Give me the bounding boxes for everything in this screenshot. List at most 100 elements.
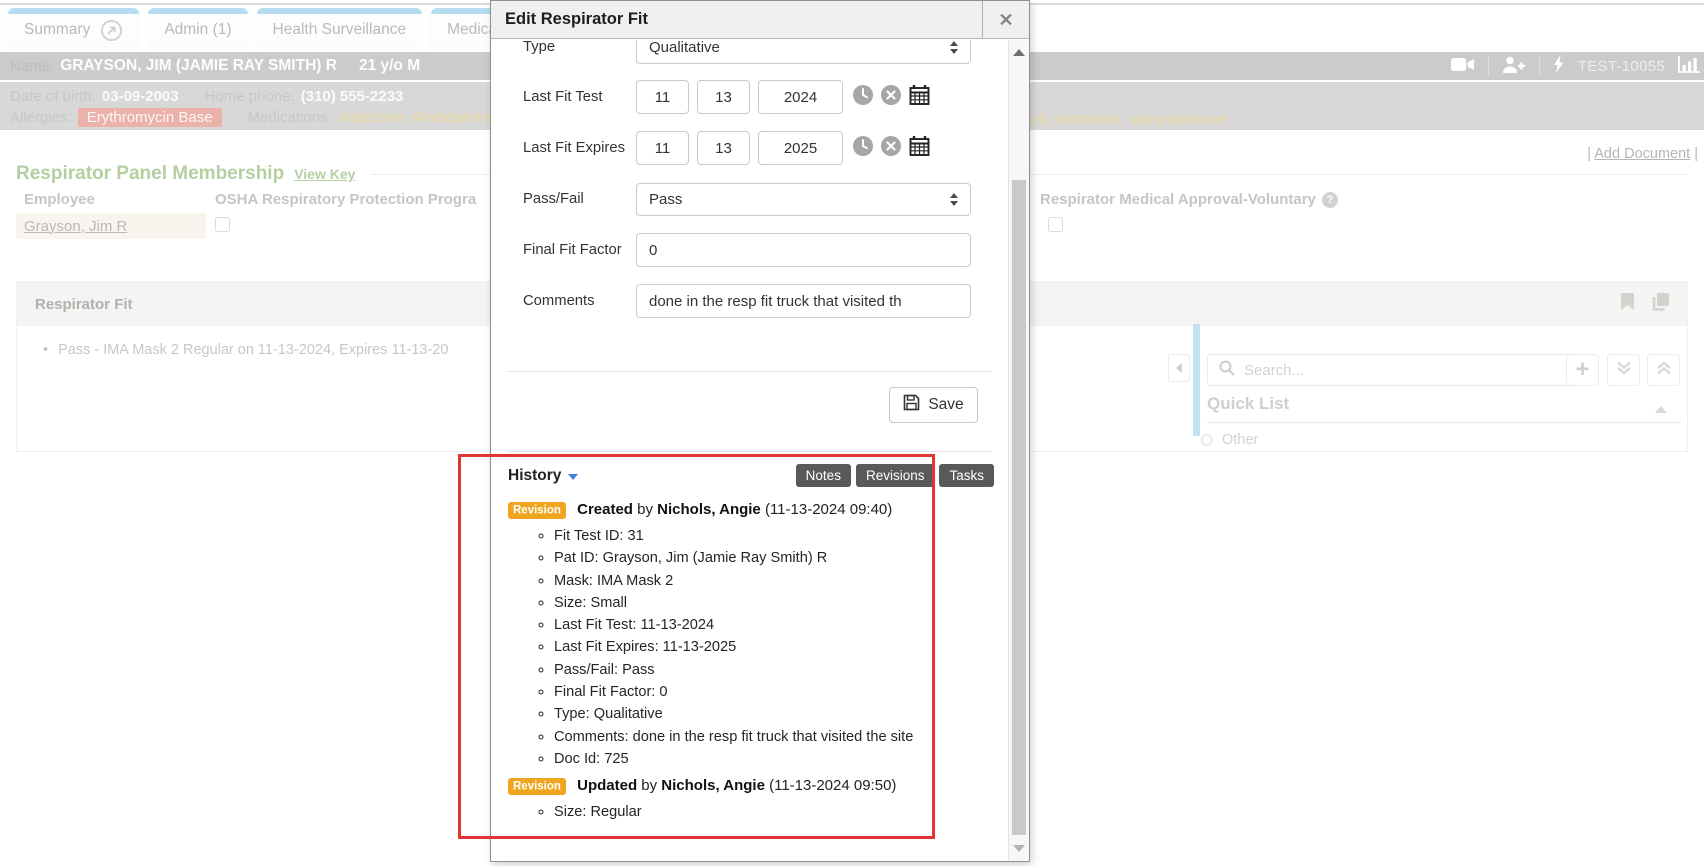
fit-summary-item: • Pass - IMA Mask 2 Regular on 11-13-202… (43, 342, 1687, 358)
help-icon[interactable]: ? (1321, 191, 1338, 208)
select-spinner-icon (950, 192, 958, 206)
tab-health-surveillance-label: Health Surveillance (272, 21, 407, 38)
quick-list-item-label: Other (1222, 432, 1259, 448)
bullet-marker: • (43, 342, 49, 358)
clear-date-icon[interactable] (880, 84, 902, 111)
view-key-link[interactable]: View Key (294, 166, 356, 182)
copy-pages-icon[interactable] (1652, 292, 1669, 316)
dialog-scrollbar[interactable] (1008, 40, 1029, 861)
fit-summary-text: Pass - IMA Mask 2 Regular on 11-13-2024,… (58, 342, 449, 358)
comments-label: Comments (523, 293, 595, 309)
add-person-icon[interactable] (1502, 56, 1526, 77)
pass-fail-select[interactable]: Pass (636, 182, 971, 216)
medications-label: Medications: (247, 109, 332, 126)
last-fit-expires-day-input[interactable]: 13 (697, 131, 750, 165)
scroll-up-icon[interactable] (1013, 49, 1025, 56)
medical-approval-checkbox[interactable] (1048, 217, 1063, 232)
double-chevron-down-icon (1616, 361, 1632, 380)
calendar-icon[interactable] (908, 135, 931, 162)
dialog-body: Type Qualitative Last Fit Test 11 13 202… (491, 40, 1008, 861)
caret-left-icon (1176, 363, 1182, 373)
revision-user: Nichols, Angie (661, 777, 765, 795)
patient-name: GRAYSON, JIM (JAMIE RAY SMITH) R (60, 57, 337, 74)
employee-link[interactable]: Grayson, Jim R (24, 217, 128, 235)
collapse-panel-button[interactable] (1168, 354, 1190, 382)
last-fit-expires-year-input[interactable]: 2025 (758, 131, 843, 165)
final-fit-factor-input[interactable]: 0 (636, 233, 971, 267)
quick-list-item-other[interactable]: Other (1201, 432, 1258, 448)
tasks-button[interactable]: Tasks (939, 464, 994, 487)
history-section: History Notes Revisions Tasks Revision C… (508, 464, 994, 829)
tab-summary[interactable]: Summary (8, 8, 140, 46)
video-call-icon[interactable] (1450, 57, 1475, 76)
last-fit-expires-month-input[interactable]: 11 (636, 131, 689, 165)
flash-icon[interactable] (1553, 55, 1565, 77)
add-document-button[interactable]: + (1566, 354, 1599, 386)
quick-list-collapse-icon[interactable] (1655, 406, 1667, 413)
revisions-button[interactable]: Revisions (855, 464, 935, 487)
notes-button[interactable]: Notes (795, 464, 851, 487)
revision-timestamp: (11-13-2024 09:40) (764, 501, 893, 518)
scrollbar-thumb[interactable] (1012, 180, 1026, 835)
patient-id: TEST-10055 (1577, 57, 1665, 75)
revision-entries: Revision Created by Nichols, Angie (11-1… (508, 499, 994, 824)
comments-input[interactable]: done in the resp fit truck that visited … (636, 284, 971, 318)
last-fit-test-year-input[interactable]: 2024 (758, 80, 843, 114)
calendar-icon[interactable] (908, 84, 931, 111)
search-icon (1219, 360, 1235, 381)
revision-detail-list: Size: Regular (508, 801, 994, 823)
allergy-badge[interactable]: Erythromycin Base (77, 108, 222, 127)
close-button[interactable]: ✕ (982, 1, 1029, 39)
last-fit-test-day-input[interactable]: 13 (697, 80, 750, 114)
edit-respirator-fit-dialog: Edit Respirator Fit ✕ Type Qualitative L… (490, 0, 1030, 862)
last-fit-expires-label: Last Fit Expires (523, 140, 625, 156)
bookmark-icon[interactable] (1621, 293, 1634, 315)
scroll-down-icon[interactable] (1013, 845, 1025, 852)
revision-detail: Pat ID: Grayson, Jim (Jamie Ray Smith) R (554, 547, 994, 569)
add-document-link[interactable]: Add Document (1594, 146, 1691, 162)
stats-chart-icon[interactable] (1678, 55, 1700, 77)
date-tools (852, 135, 931, 162)
type-field-row: Type Qualitative (523, 40, 971, 64)
panel-accent-bar (1193, 324, 1200, 436)
tab-health-surveillance[interactable]: Health Surveillance (256, 8, 423, 46)
revision-detail-list: Fit Test ID: 31Pat ID: Grayson, Jim (Jam… (508, 525, 994, 770)
revision-detail: Size: Regular (554, 801, 994, 823)
last-fit-test-month-input[interactable]: 11 (636, 80, 689, 114)
tab-admin-label: Admin (1) (164, 21, 232, 38)
dialog-header: Edit Respirator Fit (491, 1, 1029, 39)
collapse-all-button[interactable] (1647, 354, 1680, 386)
banner-toolbar: TEST-10055 (1450, 55, 1700, 77)
document-search (1207, 354, 1579, 386)
history-caret-down-icon[interactable] (568, 474, 579, 480)
revision-by: by (637, 501, 653, 518)
revision-detail: Mask: IMA Mask 2 (554, 570, 994, 592)
history-buttons: Notes Revisions Tasks (795, 464, 994, 487)
clock-icon[interactable] (852, 135, 874, 162)
type-select[interactable]: Qualitative (636, 40, 971, 64)
tab-admin[interactable]: Admin (1) (148, 8, 248, 46)
history-divider (507, 451, 992, 452)
save-button[interactable]: Save (889, 387, 978, 423)
clock-icon[interactable] (852, 84, 874, 111)
clear-date-icon[interactable] (880, 135, 902, 162)
history-header: History Notes Revisions Tasks (508, 464, 994, 487)
type-label: Type (523, 40, 556, 55)
column-employee: Employee (24, 191, 95, 208)
revision-detail: Fit Test ID: 31 (554, 525, 994, 547)
name-label: Name: (10, 57, 55, 75)
osha-program-checkbox[interactable] (215, 217, 230, 232)
search-input[interactable] (1244, 361, 1567, 379)
demographics-line-2: Allergies: Erythromycin Base Medications… (10, 107, 1694, 128)
divider (1487, 56, 1489, 76)
medications-list-right: pril, Metformin, spironolactone (1026, 111, 1227, 128)
select-spinner-icon (950, 40, 958, 54)
open-in-new-icon[interactable] (100, 19, 123, 42)
revision-badge: Revision (508, 501, 566, 519)
patient-age-sex: 21 y/o M (358, 57, 421, 74)
revision-detail: Final Fit Factor: 0 (554, 681, 994, 703)
expand-all-button[interactable] (1607, 354, 1640, 386)
pipe: | (1587, 146, 1592, 162)
final-fit-factor-label: Final Fit Factor (523, 242, 622, 258)
membership-title: Respirator Panel Membership (16, 163, 285, 184)
